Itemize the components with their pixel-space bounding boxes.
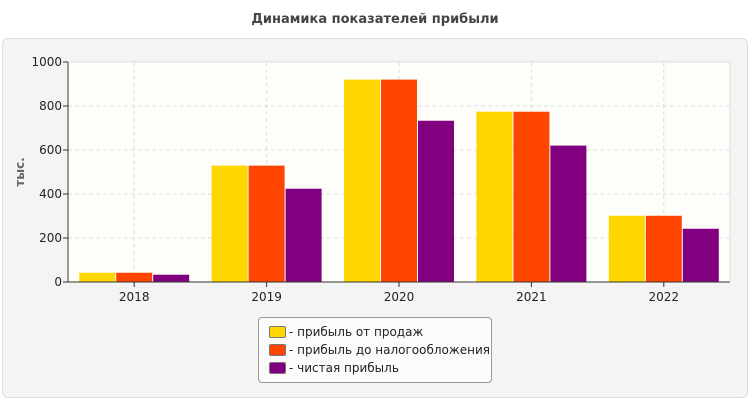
x-tick-label: 2021 (516, 290, 547, 304)
legend-item: - прибыль от продаж (269, 323, 491, 341)
legend-item: - чистая прибыль (269, 359, 491, 377)
x-tick-label: 2020 (384, 290, 415, 304)
bar (513, 111, 550, 282)
bar (211, 165, 248, 282)
legend-swatch (269, 362, 286, 374)
bar (344, 79, 380, 282)
y-tick-label: 600 (39, 143, 62, 157)
bar (418, 120, 454, 283)
x-tick-label: 2019 (251, 290, 282, 304)
bar (381, 79, 417, 282)
x-tick-label: 2018 (119, 290, 150, 304)
chart-title: Динамика показателей прибыли (251, 12, 499, 27)
y-axis-label: тыс. (13, 157, 27, 186)
legend-item: - прибыль до налогообложения (269, 341, 491, 359)
legend-label: - чистая прибыль (289, 361, 399, 375)
legend: - прибыль от продаж - прибыль до налогоо… (258, 317, 492, 383)
bar (645, 215, 682, 282)
bar (79, 272, 116, 282)
y-tick-label: 1000 (31, 55, 62, 69)
legend-swatch (269, 344, 286, 356)
bar (285, 188, 322, 282)
y-tick-label: 400 (39, 187, 62, 201)
bar (153, 274, 190, 282)
y-tick-label: 800 (39, 99, 62, 113)
y-tick-label: 200 (39, 231, 62, 245)
bar (476, 111, 513, 282)
legend-swatch (269, 326, 286, 338)
bar (608, 215, 645, 282)
x-tick-label: 2022 (649, 290, 680, 304)
bar (682, 228, 719, 282)
legend-label: - прибыль от продаж (289, 325, 424, 339)
bar (116, 272, 153, 282)
bar (550, 145, 587, 282)
legend-label: - прибыль до налогообложения (289, 343, 490, 357)
y-tick-label: 0 (54, 275, 62, 289)
bar (248, 165, 285, 282)
